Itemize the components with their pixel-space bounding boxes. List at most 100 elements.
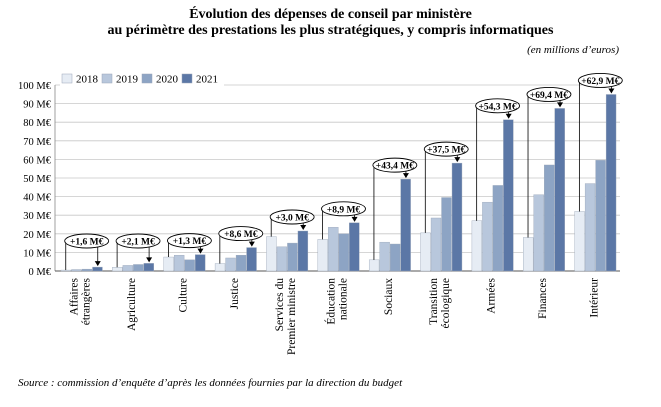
annotation-oval	[218, 226, 264, 242]
bar-2018	[368, 259, 380, 272]
bar-2018	[163, 256, 174, 272]
unit-note: (en millions d’euros)	[527, 44, 619, 56]
bar-2021	[195, 254, 206, 272]
bar-2021	[349, 222, 360, 272]
bar-2020	[389, 243, 401, 272]
bar-2018	[523, 237, 534, 272]
bar-2018	[214, 263, 226, 272]
annotation-arrowhead	[454, 157, 461, 163]
x-category-label: Sociaux	[383, 278, 395, 315]
annotation-arrowhead	[197, 248, 204, 254]
annotation-label: +2,1 M€	[121, 238, 155, 248]
bar-2020	[492, 185, 504, 272]
bar-2019	[71, 269, 82, 272]
bar-2019	[533, 194, 544, 272]
bar-2020	[595, 160, 606, 272]
bar-2020	[287, 242, 298, 272]
legend-label-2018: 2018	[76, 74, 99, 86]
x-category-label: Premier ministre	[286, 278, 298, 355]
bar-2020	[441, 197, 452, 272]
bar-2019	[122, 265, 133, 272]
x-category-label: étrangères	[81, 277, 93, 325]
annotation-oval	[321, 201, 366, 217]
legend-swatch-2020	[141, 73, 153, 84]
y-tick-label: 10 M€	[23, 248, 51, 259]
annotation-arrowhead	[402, 173, 409, 179]
bar-2018	[471, 220, 483, 272]
annotation-arrowhead	[608, 88, 615, 94]
annotation-oval	[372, 157, 418, 173]
bar-2021	[143, 263, 154, 272]
bar-2019	[430, 217, 442, 272]
x-category-label: Justice	[229, 278, 241, 309]
annotation-oval	[526, 86, 572, 102]
bar-2021	[246, 247, 257, 272]
annotation-arrowhead	[351, 216, 358, 222]
bar-2020	[338, 233, 349, 272]
bar-2021	[297, 230, 309, 272]
annotation-oval	[423, 141, 469, 157]
annotation-arrowhead	[557, 102, 564, 108]
y-tick-label: 40 M€	[23, 193, 51, 204]
x-category-label: Transition	[428, 278, 440, 325]
bar-2019	[482, 201, 493, 272]
chart-title-line-1: Évolution des dépenses de conseil par mi…	[189, 7, 472, 22]
annotation-label: +69,4 M€	[530, 91, 568, 101]
annotation-oval	[475, 98, 521, 114]
annotation-label: +8,9 M€	[327, 205, 361, 215]
annotation-arrowhead	[300, 225, 307, 231]
bar-2019	[328, 227, 339, 272]
x-category-label: nationale	[338, 278, 350, 320]
annotation-arrowhead	[146, 257, 153, 263]
annotation-oval	[577, 73, 623, 88]
annotation-label: +37,5 M€	[427, 146, 465, 156]
annotation-arrowhead	[248, 241, 255, 247]
bar-2018	[574, 211, 585, 272]
x-category-label: Finances	[537, 277, 549, 318]
x-category-label: Agriculture	[126, 278, 138, 331]
source-note: Source : commission d’enquête d’après le…	[18, 377, 403, 389]
bar-2019	[225, 257, 236, 272]
bar-2021	[451, 162, 463, 272]
bar-2021	[92, 266, 103, 272]
annotation-label: +8,6 M€	[224, 230, 258, 240]
legend-swatch-2021	[181, 73, 193, 84]
annotation-label: +62,9 M€	[581, 77, 619, 87]
y-tick-label: 0 M€	[29, 267, 52, 278]
annotation-arrowhead	[505, 113, 512, 119]
bar-2020	[544, 164, 555, 272]
y-tick-label: 100 M€	[18, 81, 52, 92]
annotation-label: +43,4 M€	[376, 162, 414, 172]
bar-2018	[317, 239, 328, 272]
bar-2020	[81, 268, 93, 272]
legend-swatch-2018	[61, 73, 73, 84]
y-tick-label: 80 M€	[23, 118, 51, 129]
legend-label-2019: 2019	[116, 74, 139, 86]
x-category-label: Intérieur	[588, 278, 600, 318]
bar-2018	[266, 236, 277, 272]
chart-title-line-2: au périmètre des prestations les plus st…	[107, 23, 554, 38]
bar-2021	[503, 119, 514, 272]
annotation-oval	[64, 233, 110, 249]
bar-2021	[400, 178, 411, 272]
annotation-oval	[115, 233, 161, 249]
annotation-oval	[166, 233, 212, 249]
y-tick-label: 90 M€	[23, 100, 51, 111]
bar-2019	[379, 241, 390, 272]
y-tick-label: 70 M€	[23, 137, 51, 148]
bar-2020	[235, 254, 247, 272]
legend-label-2021: 2021	[196, 74, 218, 86]
bar-2021	[605, 94, 617, 272]
annotation-oval	[269, 209, 315, 225]
legend-swatch-2019	[101, 73, 113, 84]
annotation-label: +54,3 M€	[479, 102, 517, 112]
y-tick-label: 30 M€	[23, 211, 51, 222]
x-category-label: Éducation	[324, 278, 338, 325]
annotation-label: +1,3 M€	[173, 237, 207, 247]
bar-2020	[133, 264, 144, 272]
y-tick-label: 60 M€	[23, 155, 51, 166]
x-category-label: Armées	[486, 277, 498, 313]
bar-2018	[420, 232, 431, 272]
bar-2019	[276, 246, 288, 272]
